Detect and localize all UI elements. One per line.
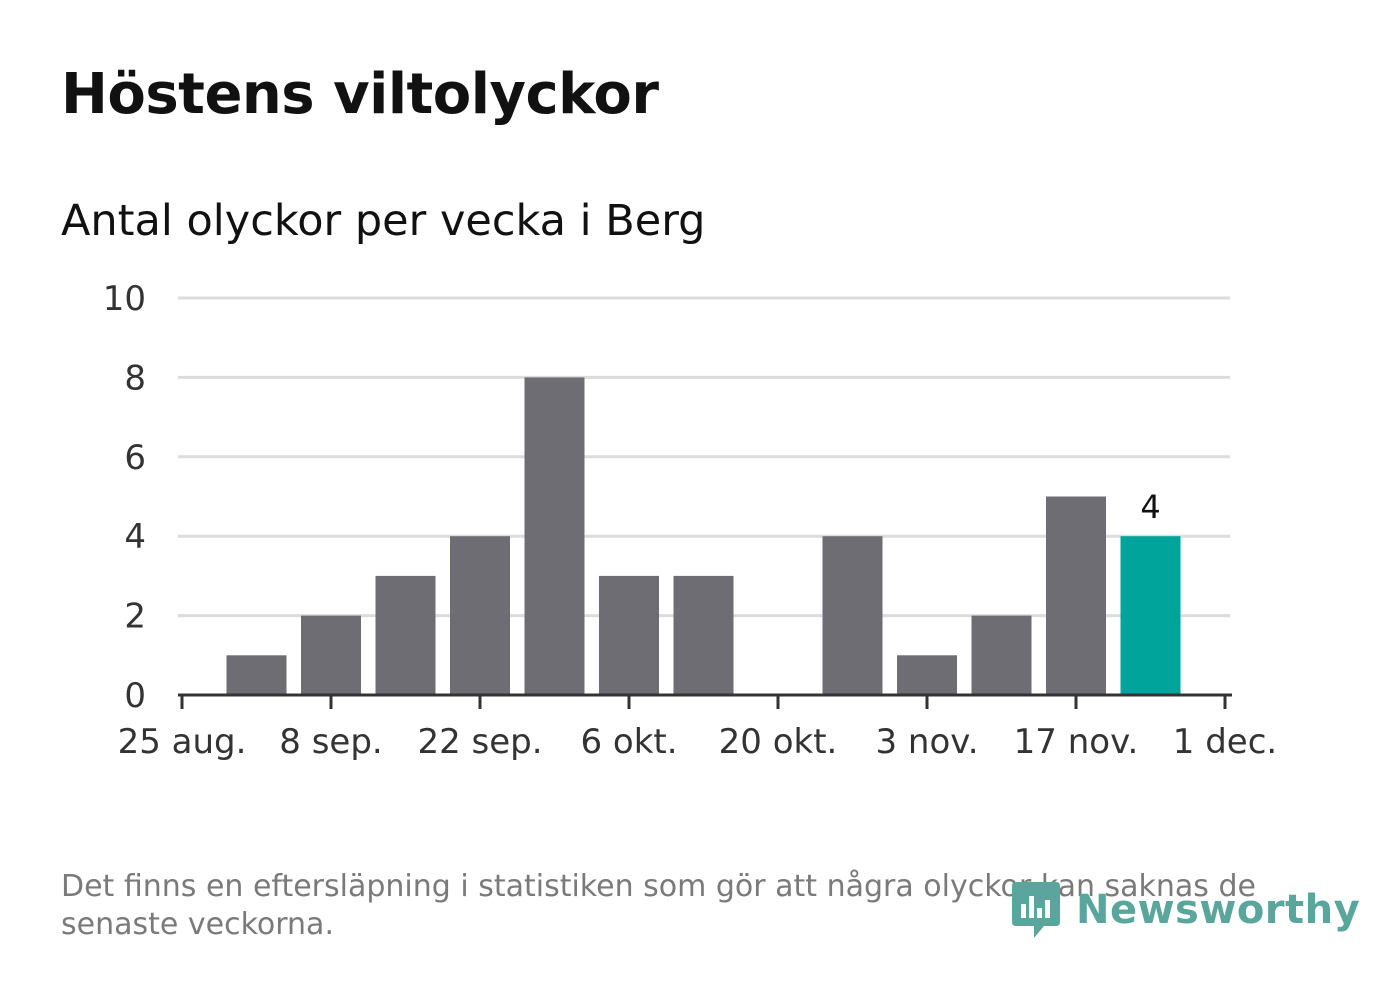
x-tick-label: 17 nov. [1014, 722, 1139, 762]
x-tick-label: 22 sep. [417, 722, 542, 762]
bar-chart: 0 2 4 6 8 10 25 aug. 8 sep. 22 sep. 6 okt. 20 okt… [103, 279, 1277, 762]
brand-logo: Newsworthy [1010, 878, 1360, 942]
bar [673, 575, 734, 695]
x-tick-label: 8 sep. [279, 722, 382, 762]
x-tick-label: 6 okt. [580, 722, 677, 762]
bar [524, 377, 585, 695]
newsworthy-logo-icon [1012, 882, 1060, 938]
bar [301, 615, 361, 695]
bar [897, 655, 957, 695]
y-axis-ticks: 0 2 4 6 8 10 [103, 279, 146, 716]
y-tick-label: 6 [124, 438, 146, 478]
bars [226, 377, 1181, 695]
y-tick-label: 2 [124, 597, 146, 637]
x-tick-label: 3 nov. [875, 722, 978, 762]
x-axis-ticks: 25 aug. 8 sep. 22 sep. 6 okt. 20 okt. 3 nov. 1… [118, 695, 1277, 762]
x-tick-label: 1 dec. [1173, 722, 1277, 762]
bar [971, 615, 1032, 695]
x-tick-label: 25 aug. [118, 722, 247, 762]
brand-name: Newsworthy [1076, 887, 1361, 933]
data-labels: 4 [1140, 488, 1160, 526]
y-tick-label: 10 [103, 279, 146, 319]
bar [450, 536, 510, 695]
bar [226, 655, 287, 695]
bar [1046, 496, 1106, 695]
bar [375, 575, 436, 695]
chart-subtitle: Antal olyckor per vecka i Berg [61, 196, 706, 246]
chart-title: Höstens viltolyckor [61, 62, 659, 127]
bar [599, 575, 659, 695]
x-tick-label: 20 okt. [719, 722, 838, 762]
bar [822, 536, 883, 695]
y-tick-label: 4 [124, 517, 146, 557]
bar-highlight [1120, 536, 1181, 695]
y-tick-label: 0 [124, 676, 146, 716]
bar-value-label: 4 [1140, 488, 1160, 526]
y-tick-label: 8 [124, 358, 146, 398]
